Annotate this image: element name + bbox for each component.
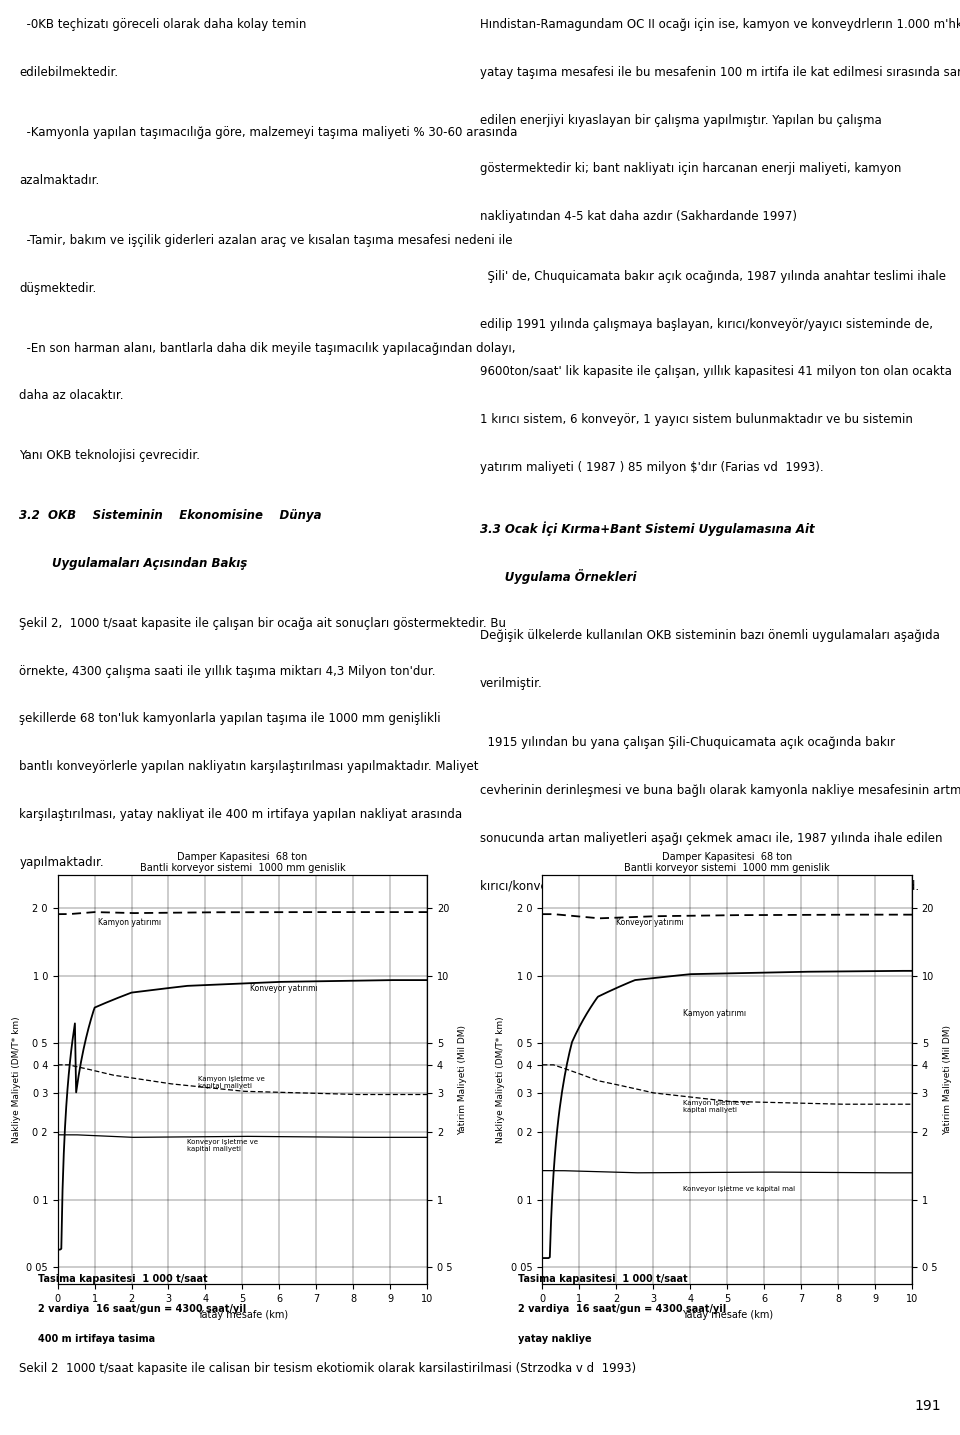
Text: Kamyon yatırımı: Kamyon yatırımı (98, 918, 161, 927)
Text: Sekil 2  1000 t/saat kapasite ile calisan bir tesism ekotiomik olarak karsilasti: Sekil 2 1000 t/saat kapasite ile calisan… (19, 1362, 636, 1375)
Text: 2 vardiya  16 saat/gun = 4300 saat/yil: 2 vardiya 16 saat/gun = 4300 saat/yil (518, 1304, 727, 1314)
Text: verilmiştir.: verilmiştir. (480, 676, 542, 689)
Text: kırıcı/konveyör/yayıcı projesi 1991 yılında çalışmaya başlamıştır(Farias vd.: kırıcı/konveyör/yayıcı projesi 1991 yılı… (480, 880, 919, 893)
Text: 400 m irtifaya tasima: 400 m irtifaya tasima (38, 1335, 156, 1345)
Text: yatay nakliye: yatay nakliye (518, 1335, 592, 1345)
Text: yatırım maliyeti ( 1987 ) 85 milyon $'dır (Farias vd  1993).: yatırım maliyeti ( 1987 ) 85 milyon $'dı… (480, 461, 824, 474)
Text: nakliyatından 4-5 kat daha azdır (Sakhardande 1997): nakliyatından 4-5 kat daha azdır (Sakhar… (480, 210, 797, 222)
Y-axis label: Nakliye Maliyeti (DM/T* km): Nakliye Maliyeti (DM/T* km) (12, 1016, 21, 1144)
Text: yapılmaktadır.: yapılmaktadır. (19, 857, 104, 870)
Text: 3.3 Ocak İçi Kırma+Bant Sistemi Uygulamasına Ait: 3.3 Ocak İçi Kırma+Bant Sistemi Uygulama… (480, 521, 815, 535)
Text: sonucunda artan maliyetleri aşağı çekmek amacı ile, 1987 yılında ihale edilen: sonucunda artan maliyetleri aşağı çekmek… (480, 832, 943, 845)
Text: Konveyor yatırımı: Konveyor yatırımı (616, 918, 684, 927)
Text: Tasima kapasitesi  1 000 t/saat: Tasima kapasitesi 1 000 t/saat (518, 1274, 688, 1284)
Text: yatay taşıma mesafesi ile bu mesafenin 100 m irtifa ile kat edilmesi sırasında s: yatay taşıma mesafesi ile bu mesafenin 1… (480, 66, 960, 79)
Title: Damper Kapasitesi  68 ton
Bantli korveyor sistemi  1000 mm genislik: Damper Kapasitesi 68 ton Bantli korveyor… (139, 851, 346, 872)
Text: Şili' de, Chuquicamata bakır açık ocağında, 1987 yılında anahtar teslimi ihale: Şili' de, Chuquicamata bakır açık ocağın… (480, 270, 946, 283)
Y-axis label: Nakliye Maliyeti (DM/T* km): Nakliye Maliyeti (DM/T* km) (496, 1016, 506, 1144)
Title: Damper Kapasitesi  68 ton
Bantli korveyor sistemi  1000 mm genislik: Damper Kapasitesi 68 ton Bantli korveyor… (624, 851, 830, 872)
Text: 9600ton/saat' lik kapasite ile çalışan, yıllık kapasitesi 41 milyon ton olan oca: 9600ton/saat' lik kapasite ile çalışan, … (480, 366, 952, 379)
X-axis label: Yatay mesafe (km): Yatay mesafe (km) (682, 1310, 773, 1320)
Text: 1 kırıcı sistem, 6 konveyör, 1 yayıcı sistem bulunmaktadır ve bu sistemin: 1 kırıcı sistem, 6 konveyör, 1 yayıcı si… (480, 413, 913, 426)
Text: cevherinin derinleşmesi ve buna bağlı olarak kamyonla nakliye mesafesinin artmas: cevherinin derinleşmesi ve buna bağlı ol… (480, 784, 960, 798)
Text: Konveyor işletme ve
kapital maliyeti: Konveyor işletme ve kapital maliyeti (187, 1139, 258, 1152)
Text: edilen enerjiyi kıyaslayan bir çalışma yapılmıştır. Yapılan bu çalışma: edilen enerjiyi kıyaslayan bir çalışma y… (480, 115, 881, 128)
Text: -Kamyonla yapılan taşımacılığa göre, malzemeyi taşıma maliyeti % 30-60 arasında: -Kamyonla yapılan taşımacılığa göre, mal… (19, 126, 517, 139)
Text: Yanı OKB teknolojisi çevrecidir.: Yanı OKB teknolojisi çevrecidir. (19, 449, 201, 462)
Text: Hındistan-Ramagundam OC II ocağı için ise, kamyon ve konveydrlerın 1.000 m'hk bi: Hındistan-Ramagundam OC II ocağı için is… (480, 19, 960, 32)
Text: Tasima kapasitesi  1 000 t/saat: Tasima kapasitesi 1 000 t/saat (38, 1274, 208, 1284)
Text: karşılaştırılması, yatay nakliyat ile 400 m irtifaya yapılan nakliyat arasında: karşılaştırılması, yatay nakliyat ile 40… (19, 808, 463, 821)
Text: edilip 1991 yılında çalışmaya başlayan, kırıcı/konveyör/yayıcı sisteminde de,: edilip 1991 yılında çalışmaya başlayan, … (480, 317, 933, 330)
Text: 3.2  OKB    Sisteminin    Ekonomisine    Dünya: 3.2 OKB Sisteminin Ekonomisine Dünya (19, 509, 322, 522)
Text: bantlı konveyörlerle yapılan nakliyatın karşılaştırılması yapılmaktadır. Maliyet: bantlı konveyörlerle yapılan nakliyatın … (19, 761, 479, 773)
Text: Konveyor yatırımı: Konveyor yatırımı (250, 983, 318, 993)
Text: Konveyor işletme ve kapital mal: Konveyor işletme ve kapital mal (683, 1185, 795, 1192)
Text: Kamyon işletme ve
kapital maliyeti: Kamyon işletme ve kapital maliyeti (683, 1101, 750, 1114)
Text: Şekil 2,  1000 t/saat kapasite ile çalışan bir ocağa ait sonuçları göstermektedi: Şekil 2, 1000 t/saat kapasite ile çalışa… (19, 617, 506, 630)
Text: Uygulamaları Açısından Bakış: Uygulamaları Açısından Bakış (19, 557, 248, 570)
X-axis label: Yatay mesafe (km): Yatay mesafe (km) (197, 1310, 288, 1320)
Text: daha az olacaktır.: daha az olacaktır. (19, 389, 124, 402)
Text: Kamyon yatırımı: Kamyon yatırımı (683, 1009, 746, 1017)
Text: şekillerde 68 ton'luk kamyonlarla yapılan taşıma ile 1000 mm genişlikli: şekillerde 68 ton'luk kamyonlarla yapıla… (19, 712, 441, 726)
Text: 191: 191 (914, 1399, 941, 1413)
Text: -0KB teçhizatı göreceli olarak daha kolay temin: -0KB teçhizatı göreceli olarak daha kola… (19, 19, 306, 32)
Text: göstermektedir ki; bant nakliyatı için harcanan enerji maliyeti, kamyon: göstermektedir ki; bant nakliyatı için h… (480, 162, 901, 175)
Text: azalmaktadır.: azalmaktadır. (19, 174, 100, 187)
Y-axis label: Yatirim Maliyeti (Mil DM): Yatirim Maliyeti (Mil DM) (458, 1025, 467, 1135)
Text: düşmektedir.: düşmektedir. (19, 281, 96, 294)
Text: -Tamir, bakım ve işçilik giderleri azalan araç ve kısalan taşıma mesafesi nedeni: -Tamir, bakım ve işçilik giderleri azala… (19, 234, 513, 247)
Text: 2 vardiya  16 saat/gun = 4300 saat/yil: 2 vardiya 16 saat/gun = 4300 saat/yil (38, 1304, 247, 1314)
Y-axis label: Yatirim Maliyeti (Mil DM): Yatirim Maliyeti (Mil DM) (943, 1025, 951, 1135)
Text: -En son harman alanı, bantlarla daha dik meyile taşımacılık yapılacağından dolay: -En son harman alanı, bantlarla daha dik… (19, 342, 516, 354)
Text: edilebilmektedir.: edilebilmektedir. (19, 66, 118, 79)
Text: Uygulama Örnekleri: Uygulama Örnekleri (480, 568, 636, 584)
Text: örnekte, 4300 çalışma saati ile yıllık taşıma miktarı 4,3 Milyon ton'dur.: örnekte, 4300 çalışma saati ile yıllık t… (19, 664, 436, 677)
Text: 1915 yılından bu yana çalışan Şili-Chuquicamata açık ocağında bakır: 1915 yılından bu yana çalışan Şili-Chuqu… (480, 736, 895, 749)
Text: Kamyon işletme ve
kapital maliyeti: Kamyon işletme ve kapital maliyeti (198, 1076, 265, 1089)
Text: Değişik ülkelerde kullanılan OKB sisteminin bazı önemli uygulamaları aşağıda: Değişik ülkelerde kullanılan OKB sistemi… (480, 629, 940, 641)
